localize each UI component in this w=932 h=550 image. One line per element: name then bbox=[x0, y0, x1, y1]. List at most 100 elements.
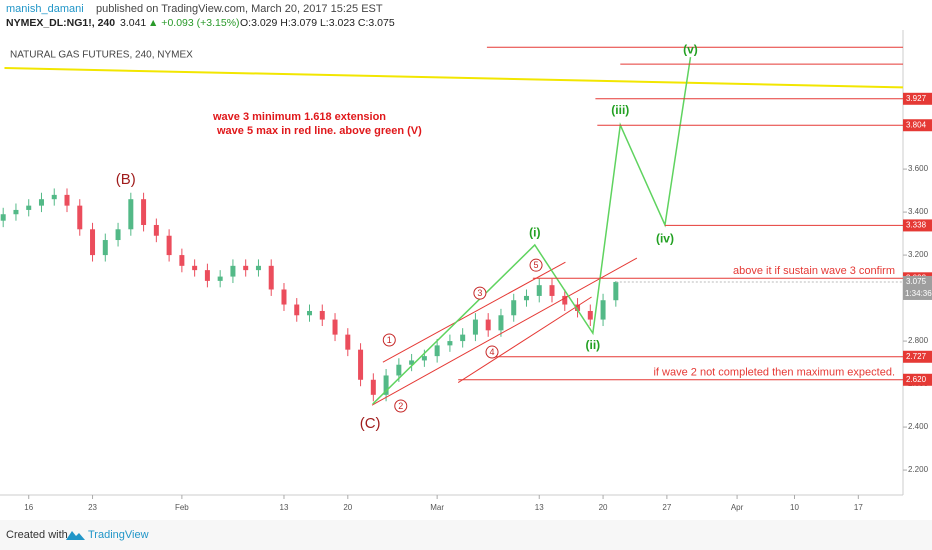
tv-logo bbox=[66, 531, 85, 540]
footer-created: Created with bbox=[6, 529, 68, 541]
candle-body bbox=[179, 255, 185, 266]
level-label: 3.804 bbox=[906, 120, 927, 129]
candle-body bbox=[230, 265, 236, 277]
footer-brand[interactable]: TradingView bbox=[88, 529, 149, 541]
wave-label: (B) bbox=[116, 171, 136, 188]
wave-circle bbox=[485, 345, 499, 359]
wave-label: 4 bbox=[490, 347, 495, 357]
level-label: 3.927 bbox=[906, 94, 927, 103]
trend-line bbox=[382, 261, 566, 363]
trend-line bbox=[4, 67, 904, 89]
x-tick-label: 20 bbox=[343, 503, 352, 512]
candle-body bbox=[115, 229, 121, 241]
candle-body bbox=[613, 281, 619, 301]
candle-body bbox=[217, 276, 223, 281]
wave-label: (i) bbox=[529, 225, 540, 239]
wave-label: (iv) bbox=[656, 231, 674, 245]
x-tick-label: Feb bbox=[175, 503, 189, 512]
level-label: 2.727 bbox=[906, 352, 927, 361]
candle-body bbox=[141, 199, 147, 225]
candle-body bbox=[319, 310, 325, 320]
price: 3.041 bbox=[120, 17, 146, 29]
level-box bbox=[903, 219, 932, 232]
candle-body bbox=[396, 364, 402, 376]
x-tick-label: 23 bbox=[88, 503, 97, 512]
annotation: wave 3 minimum 1.618 extension bbox=[212, 111, 386, 123]
candle-body bbox=[294, 304, 300, 316]
y-tick-label: 2.200 bbox=[908, 465, 929, 474]
x-tick-label: 27 bbox=[662, 503, 671, 512]
x-tick-label: Apr bbox=[731, 503, 744, 512]
candle-body bbox=[485, 319, 491, 331]
candle-body bbox=[383, 375, 389, 395]
level-box bbox=[903, 119, 932, 132]
wave-label: 5 bbox=[534, 260, 539, 270]
candle-body bbox=[51, 194, 57, 200]
candle-body bbox=[523, 295, 529, 301]
candle-body bbox=[600, 300, 606, 320]
wave-label: (C) bbox=[360, 415, 381, 432]
x-tick-label: 10 bbox=[790, 503, 799, 512]
x-tick-label: 13 bbox=[535, 503, 544, 512]
candle-body bbox=[460, 334, 466, 342]
candle-body bbox=[153, 224, 159, 236]
published: published on TradingView.com, March 20, … bbox=[96, 3, 383, 15]
change: ▲ +0.093 (+3.15%) bbox=[148, 17, 240, 29]
trend-line bbox=[371, 257, 638, 406]
wave-label: 2 bbox=[398, 401, 403, 411]
candle-body bbox=[128, 199, 134, 230]
candle-body bbox=[281, 289, 287, 305]
wave-circle bbox=[473, 286, 487, 300]
author[interactable]: manish_damani bbox=[6, 3, 84, 15]
wave-path bbox=[372, 56, 692, 405]
candle-body bbox=[447, 341, 453, 346]
level-label: 3.338 bbox=[906, 221, 927, 230]
candle-body bbox=[77, 205, 83, 230]
level-text: if wave 2 not completed then maximum exp… bbox=[653, 367, 895, 379]
trend-line bbox=[457, 296, 592, 383]
level-box bbox=[903, 350, 932, 363]
candle-body bbox=[575, 304, 581, 311]
last-price-label: 3.075 bbox=[906, 277, 927, 286]
level-box bbox=[903, 92, 932, 105]
symbol: NYMEX_DL:NG1!, 240 bbox=[6, 17, 115, 29]
candle-body bbox=[536, 285, 542, 296]
candle-body bbox=[90, 229, 96, 256]
y-tick-label: 3.200 bbox=[908, 250, 929, 259]
timer: 1:34:36 bbox=[905, 289, 932, 298]
wave-label: 1 bbox=[387, 335, 392, 345]
candle-body bbox=[38, 199, 44, 206]
level-text: above it if sustain wave 3 confirm bbox=[733, 265, 895, 277]
y-tick-label: 3.600 bbox=[908, 164, 929, 173]
y-tick-label: 2.400 bbox=[908, 422, 929, 431]
candle-body bbox=[587, 310, 593, 320]
last-price-box bbox=[903, 275, 932, 300]
candle-body bbox=[268, 265, 274, 290]
candle-body bbox=[204, 270, 210, 281]
wave-label: 3 bbox=[477, 288, 482, 298]
candle-body bbox=[64, 194, 70, 206]
footer-bar bbox=[0, 520, 932, 550]
level-box bbox=[903, 373, 932, 386]
wave-label: (v) bbox=[683, 42, 698, 56]
candle-body bbox=[166, 235, 172, 256]
x-tick-label: 13 bbox=[280, 503, 289, 512]
candle-body bbox=[0, 214, 6, 221]
candle-body bbox=[102, 240, 108, 256]
wave-circle bbox=[529, 258, 543, 272]
candle-body bbox=[243, 265, 249, 271]
candle-body bbox=[511, 300, 517, 316]
wave-label: (ii) bbox=[586, 338, 601, 352]
candle-body bbox=[358, 349, 364, 380]
candle-body bbox=[562, 295, 568, 305]
x-tick-label: 16 bbox=[24, 503, 33, 512]
y-tick-label: 2.800 bbox=[908, 336, 929, 345]
candle-body bbox=[255, 265, 261, 271]
chart-title: NATURAL GAS FUTURES, 240, NYMEX bbox=[10, 50, 193, 61]
candle-body bbox=[307, 310, 313, 316]
x-tick-label: 17 bbox=[854, 503, 863, 512]
candle-body bbox=[332, 319, 338, 335]
candle-body bbox=[472, 319, 478, 335]
